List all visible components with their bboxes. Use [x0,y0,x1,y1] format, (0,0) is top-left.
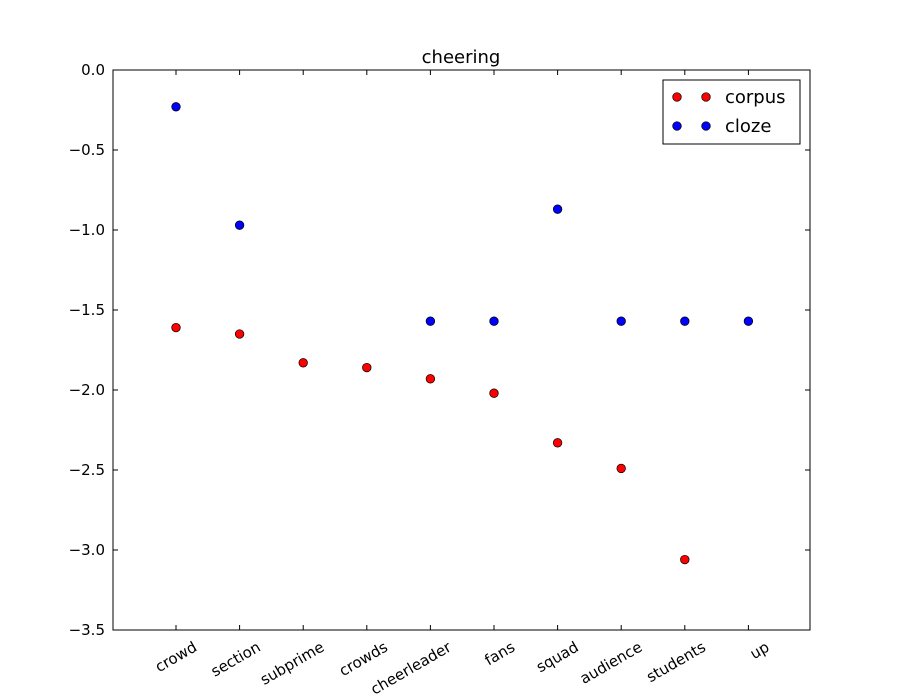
y-tick-label: −1.0 [69,221,105,239]
legend-label-cloze: cloze [725,116,771,137]
point-corpus [298,358,308,368]
y-tick-label: −3.5 [69,621,105,639]
x-tick-label: crowd [152,638,200,676]
point-corpus [552,438,563,448]
legend-marker-cloze [701,121,711,131]
point-cloze [743,316,754,326]
legend-marker-cloze [672,121,682,131]
chart-title: cheering [422,47,501,68]
point-corpus [680,554,690,565]
y-tick-label: −3.0 [69,541,105,559]
point-cloze [552,204,563,214]
point-corpus [234,329,245,339]
point-corpus [171,322,181,333]
y-axis: 0.0 −0.5 −1.0 −1.5 −2.0 −2.5 −3.0 −3.5 [69,61,810,639]
x-tick-label: up [747,638,772,663]
plot-points [171,102,754,565]
point-corpus [489,388,499,398]
y-tick-label: −2.5 [69,461,105,479]
point-cloze [489,316,499,326]
x-tick-label: section [208,638,264,681]
x-tick-label: fans [481,638,518,670]
point-corpus [362,362,372,373]
y-tick-label: −1.5 [69,301,105,319]
point-cloze [680,316,690,326]
y-tick-label: −2.0 [69,381,105,399]
point-cloze [425,316,436,326]
x-tick-label: students [643,638,709,686]
point-cloze [616,316,626,326]
x-tick-label: subprime [257,638,327,689]
x-tick-label: audience [577,638,645,688]
y-tick-label: 0.0 [81,61,105,79]
point-corpus [425,374,436,384]
point-cloze [234,220,245,230]
legend-box [662,79,801,145]
point-cloze [171,102,181,112]
x-tick-label: squad [533,638,581,676]
point-corpus [616,463,626,474]
legend: corpus cloze [662,79,801,145]
legend-label-corpus: corpus [725,87,786,108]
legend-marker-corpus [672,92,682,102]
plot-frame [112,69,811,631]
y-tick-label: −0.5 [69,141,105,159]
legend-marker-corpus [701,92,711,102]
